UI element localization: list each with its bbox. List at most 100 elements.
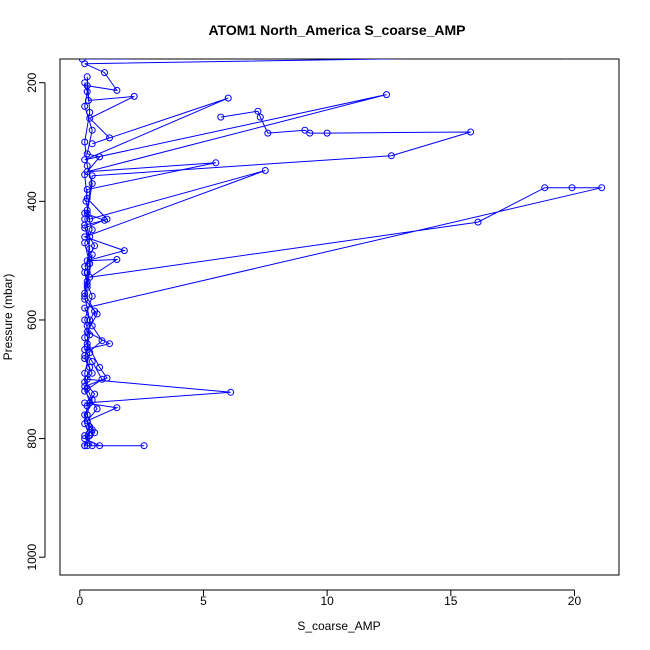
data-point (81, 209, 89, 217)
y-tick-label: 400 (25, 191, 39, 211)
x-tick-label: 15 (444, 594, 458, 608)
data-point (88, 292, 96, 300)
data-point (83, 150, 91, 158)
data-point (81, 289, 89, 297)
data-point (224, 94, 232, 102)
chart-title: ATOM1 North_America S_coarse_AMP (208, 22, 465, 38)
data-point (88, 126, 96, 134)
data-point (81, 316, 89, 324)
data-point (106, 134, 113, 142)
data-point (565, 59, 569, 60)
data-point (86, 245, 94, 253)
series-line (82, 59, 602, 447)
data-point (83, 343, 91, 351)
data-point (541, 184, 549, 192)
y-axis-label: Pressure (mbar) (1, 274, 15, 361)
data-point (474, 218, 482, 226)
data-point (88, 396, 96, 404)
series-2 (81, 107, 475, 450)
data-point (467, 128, 475, 136)
data-point (81, 334, 89, 342)
data-point (86, 349, 94, 357)
data-point (83, 162, 91, 170)
data-point (598, 184, 606, 192)
data-point (91, 307, 99, 315)
data-point (88, 180, 96, 188)
data-point (387, 152, 395, 160)
data-point (83, 280, 91, 288)
data-point (93, 405, 101, 413)
data-point (113, 404, 121, 412)
data-point (101, 216, 108, 224)
data-point (81, 60, 89, 68)
data-point (113, 256, 121, 263)
data-point (103, 374, 111, 382)
data-point (217, 113, 225, 121)
data-point (81, 432, 89, 440)
data-point (86, 423, 94, 431)
x-tick-label: 5 (200, 594, 207, 608)
y-tick-label: 200 (25, 72, 39, 92)
data-point (256, 113, 264, 121)
data-point (91, 242, 99, 250)
y-tick-label: 800 (25, 428, 39, 448)
data-point (264, 129, 272, 137)
data-point (568, 184, 576, 192)
plot-frame (59, 58, 620, 576)
data-point (101, 69, 108, 77)
data-point (83, 442, 91, 450)
data-point (140, 442, 148, 450)
data-point (130, 92, 138, 100)
data-point (86, 432, 94, 440)
data-layer (78, 59, 606, 450)
data-point (106, 340, 113, 348)
x-tick-label: 0 (76, 594, 83, 608)
data-point (83, 209, 91, 217)
series-0 (78, 59, 606, 450)
data-point (86, 331, 94, 339)
data-point (88, 226, 96, 234)
data-point (120, 247, 128, 255)
data-point (96, 363, 104, 371)
data-point (88, 442, 96, 450)
x-tick-label: 10 (320, 594, 334, 608)
data-point (83, 88, 91, 96)
data-point (81, 369, 89, 377)
data-point (323, 129, 331, 137)
data-point (96, 153, 104, 161)
data-point (86, 108, 94, 116)
data-point (81, 411, 89, 419)
data-point (261, 167, 269, 174)
data-point (88, 369, 96, 377)
y-tick-label: 600 (25, 310, 39, 330)
data-point (81, 102, 89, 110)
data-point (88, 251, 96, 259)
data-point (86, 316, 94, 324)
x-axis: 0 5 10 15 20 (76, 589, 582, 608)
data-point (81, 171, 89, 179)
x-tick-label: 20 (568, 594, 582, 608)
data-point (81, 378, 89, 386)
data-point (212, 159, 220, 167)
data-point (383, 91, 390, 99)
data-point (96, 442, 104, 450)
data-point (98, 337, 106, 345)
data-point (81, 138, 89, 146)
data-point (83, 402, 91, 410)
y-axis: 200 400 600 800 1000 (25, 72, 46, 571)
data-point (88, 358, 96, 365)
series-4 (81, 209, 108, 450)
data-point (88, 172, 96, 180)
x-axis-label: S_coarse_AMP (297, 619, 380, 633)
series-line (84, 110, 471, 447)
data-point (254, 107, 262, 115)
data-point (81, 221, 89, 229)
data-point (86, 363, 94, 371)
data-point (113, 86, 121, 94)
y-tick-label: 1000 (25, 544, 39, 571)
data-point (81, 269, 89, 276)
data-point (83, 73, 91, 81)
data-point (81, 239, 89, 247)
data-point (81, 420, 89, 428)
